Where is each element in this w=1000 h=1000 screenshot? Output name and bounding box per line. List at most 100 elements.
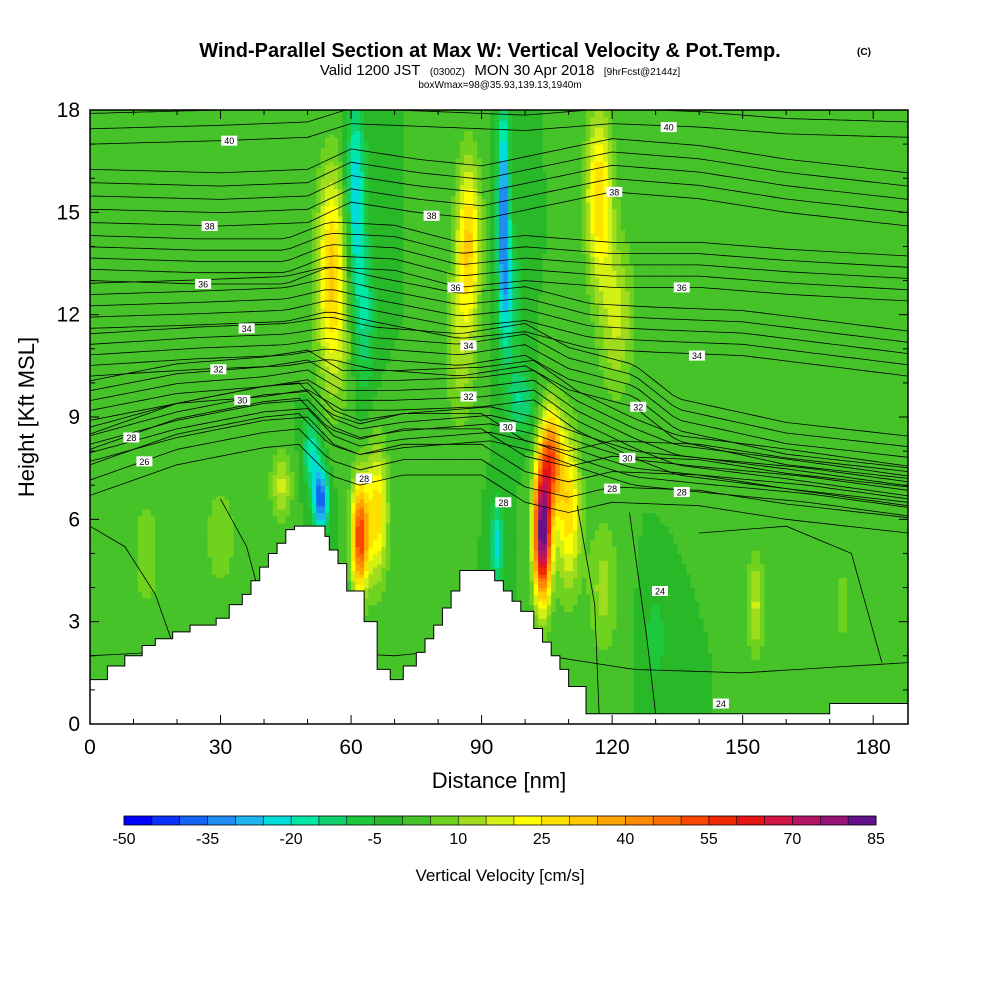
velocity-cell	[94, 605, 99, 609]
velocity-cell	[112, 243, 117, 247]
velocity-cell	[112, 448, 117, 452]
velocity-cell	[103, 165, 108, 169]
velocity-cell	[116, 448, 121, 452]
velocity-cell	[99, 229, 104, 233]
velocity-cell	[99, 622, 104, 626]
velocity-cell	[112, 506, 117, 510]
velocity-cell	[103, 424, 108, 428]
velocity-cell	[112, 352, 117, 356]
velocity-cell	[99, 267, 104, 271]
velocity-cell	[99, 199, 104, 203]
velocity-cell	[112, 594, 117, 598]
velocity-cell	[107, 240, 112, 244]
valid-prefix: Valid 1200 JST	[320, 62, 421, 79]
velocity-cell	[112, 649, 117, 653]
velocity-cell	[107, 635, 112, 639]
velocity-cell	[112, 581, 117, 585]
velocity-cell	[94, 260, 99, 264]
velocity-cell	[103, 264, 108, 268]
velocity-cell	[107, 154, 112, 158]
velocity-cell	[94, 663, 99, 667]
velocity-cell	[103, 526, 108, 530]
velocity-cell	[94, 547, 99, 551]
velocity-cell	[107, 475, 112, 479]
velocity-cell	[103, 154, 108, 158]
velocity-cell	[107, 127, 112, 131]
velocity-cell	[103, 502, 108, 506]
velocity-cell	[94, 284, 99, 288]
velocity-cell	[94, 659, 99, 663]
velocity-cell	[107, 581, 112, 585]
velocity-cell	[99, 366, 104, 370]
velocity-cell	[107, 342, 112, 346]
velocity-cell	[103, 499, 108, 503]
velocity-cell	[94, 656, 99, 660]
velocity-cell	[94, 287, 99, 291]
velocity-cell	[107, 574, 112, 578]
velocity-cell	[112, 175, 117, 179]
velocity-cell	[107, 482, 112, 486]
velocity-cell	[94, 165, 99, 169]
velocity-cell	[99, 127, 104, 131]
velocity-cell	[112, 461, 117, 465]
velocity-cell	[99, 516, 104, 520]
velocity-cell	[107, 339, 112, 343]
velocity-cell	[103, 243, 108, 247]
velocity-cell	[94, 298, 99, 302]
velocity-cell	[94, 304, 99, 308]
velocity-cell	[99, 632, 104, 636]
velocity-cell	[107, 161, 112, 165]
velocity-cell	[99, 226, 104, 230]
velocity-cell	[112, 144, 117, 148]
copyright-mark: (C)	[857, 47, 871, 58]
velocity-cell	[112, 178, 117, 182]
velocity-cell	[99, 294, 104, 298]
velocity-cell	[116, 646, 121, 650]
velocity-cell	[107, 287, 112, 291]
velocity-cell	[107, 308, 112, 312]
velocity-cell	[99, 328, 104, 332]
velocity-cell	[94, 506, 99, 510]
velocity-cell	[112, 151, 117, 155]
velocity-cell	[99, 236, 104, 240]
velocity-cell	[112, 656, 117, 660]
velocity-cell	[103, 557, 108, 561]
velocity-cell	[107, 632, 112, 636]
velocity-cell	[94, 639, 99, 643]
velocity-cell	[112, 202, 117, 206]
velocity-cell	[99, 591, 104, 595]
velocity-cell	[112, 550, 117, 554]
velocity-cell	[116, 557, 121, 561]
velocity-cell	[107, 567, 112, 571]
velocity-cell	[99, 161, 104, 165]
velocity-cell	[94, 390, 99, 394]
velocity-cell	[99, 615, 104, 619]
velocity-cell	[103, 547, 108, 551]
velocity-cell	[112, 206, 117, 210]
velocity-cell	[103, 468, 108, 472]
velocity-cell	[112, 622, 117, 626]
velocity-cell	[116, 601, 121, 605]
velocity-cell	[99, 628, 104, 632]
velocity-cell	[107, 618, 112, 622]
velocity-cell	[107, 229, 112, 233]
velocity-cell	[94, 362, 99, 366]
velocity-cell	[107, 192, 112, 196]
velocity-cell	[99, 154, 104, 158]
velocity-cell	[99, 506, 104, 510]
velocity-cell	[116, 458, 121, 462]
velocity-cell	[103, 229, 108, 233]
velocity-cell	[103, 564, 108, 568]
velocity-cell	[107, 124, 112, 128]
velocity-cell	[116, 605, 121, 609]
velocity-cell	[94, 628, 99, 632]
velocity-cell	[103, 284, 108, 288]
velocity-cell	[112, 219, 117, 223]
velocity-cell	[103, 216, 108, 220]
velocity-cell	[94, 642, 99, 646]
velocity-cell	[103, 530, 108, 534]
velocity-cell	[94, 502, 99, 506]
velocity-cell	[116, 649, 121, 653]
velocity-cell	[99, 410, 104, 414]
velocity-cell	[94, 584, 99, 588]
